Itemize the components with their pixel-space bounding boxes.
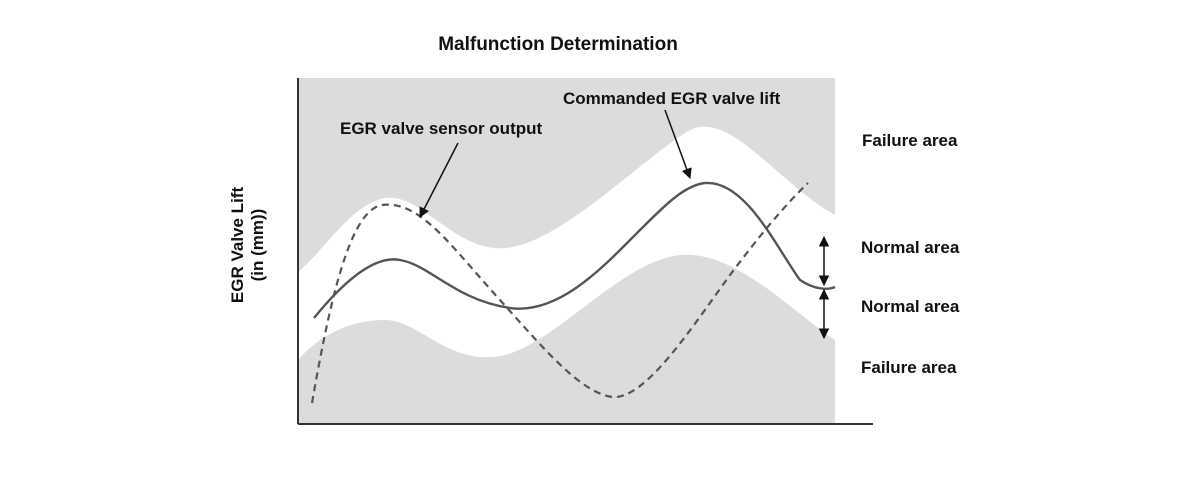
y-axis-label-line2: (in (mm)) — [248, 209, 267, 282]
diagram-title: Malfunction Determination — [438, 34, 678, 55]
normal-area-upper-label: Normal area — [861, 238, 960, 257]
normal-area-lower-label: Normal area — [861, 297, 960, 316]
failure-area-lower-label: Failure area — [861, 358, 957, 377]
sensor-output-curve — [310, 182, 809, 404]
sensor-output-arrow — [419, 142, 459, 218]
commanded-lift-curve — [313, 181, 836, 319]
normal-band — [298, 126, 835, 360]
failure-area-upper-label: Failure area — [862, 131, 958, 150]
y-axis-label: EGR Valve Lift (in (mm)) — [228, 187, 267, 304]
commanded-lift-arrow — [664, 109, 692, 179]
sensor-output-label: EGR valve sensor output — [340, 119, 542, 138]
y-axis-label-line1: EGR Valve Lift — [228, 187, 247, 304]
commanded-lift-label: Commanded EGR valve lift — [563, 89, 781, 108]
